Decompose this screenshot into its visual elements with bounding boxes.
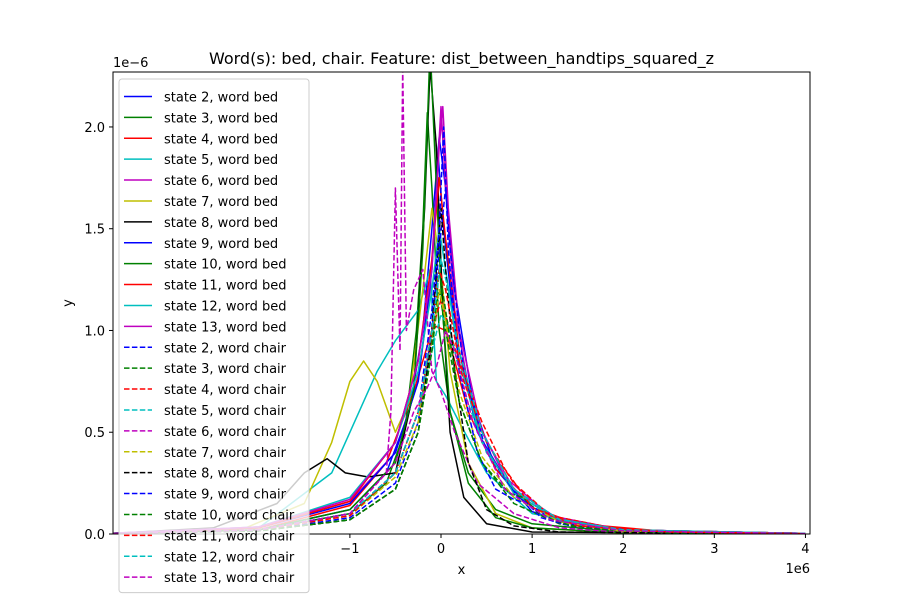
x-tick-label: 3 [710,542,718,557]
series-line-22 [113,268,806,534]
legend-label: state 4, word chair [164,383,287,398]
legend-label: state 8, word bed [164,216,278,231]
legend-label: state 10, word bed [164,258,286,273]
chart-title: Word(s): bed, chair. Feature: dist_betwe… [209,49,714,69]
y-tick-label: 2.0 [84,121,105,136]
x-tick-label: 1 [528,542,536,557]
series-line-9 [113,72,806,534]
y-tick-label: 1.0 [84,324,105,339]
x-tick-label: −1 [340,542,359,557]
x-axis-ticks: −1 0 1 2 3 4 [340,534,810,557]
legend-label: state 12, word chair [164,550,295,565]
plot-lines [113,72,806,534]
legend-label: state 10, word chair [164,508,295,523]
y-tick-label: 1.5 [84,223,105,238]
legend-label: state 13, word bed [164,320,286,335]
x-tick-label: 4 [801,542,809,557]
legend-label: state 2, word bed [164,90,278,105]
y-offset-label: 1e−6 [113,56,148,71]
legend-label: state 7, word bed [164,195,278,210]
legend-box [118,78,310,594]
y-axis-label: y [61,299,76,307]
legend-label: state 6, word chair [164,425,287,440]
plot-frame [112,71,811,535]
legend-label: state 6, word bed [164,174,278,189]
x-tick-label: 0 [437,542,445,557]
x-tick-label: 2 [619,542,627,557]
y-axis-ticks: 0.0 0.5 1.0 1.5 2.0 [84,121,113,543]
series-line-23 [113,258,806,534]
legend-label: state 4, word bed [164,132,278,147]
x-offset-label: 1e6 [785,562,810,577]
y-tick-label: 0.0 [84,528,105,543]
legend-label: state 5, word chair [164,404,287,419]
y-tick-label: 0.5 [84,426,105,441]
legend: state 2, word bed state 3, word bed state … [118,78,310,594]
legend-label: state 3, word chair [164,362,287,377]
legend-label: state 13, word chair [164,571,295,586]
legend-label: state 2, word chair [164,341,287,356]
legend-label: state 12, word bed [164,299,286,314]
legend-label: state 3, word bed [164,111,278,126]
legend-label: state 9, word chair [164,488,287,503]
legend-label: state 9, word bed [164,237,278,252]
series-line-24 [113,329,806,534]
legend-label: state 11, word bed [164,279,286,294]
x-axis-label: x [458,563,466,578]
legend-label: state 11, word chair [164,529,295,544]
legend-label: state 5, word bed [164,153,278,168]
legend-label: state 8, word chair [164,467,287,482]
legend-label: state 7, word chair [164,446,287,461]
